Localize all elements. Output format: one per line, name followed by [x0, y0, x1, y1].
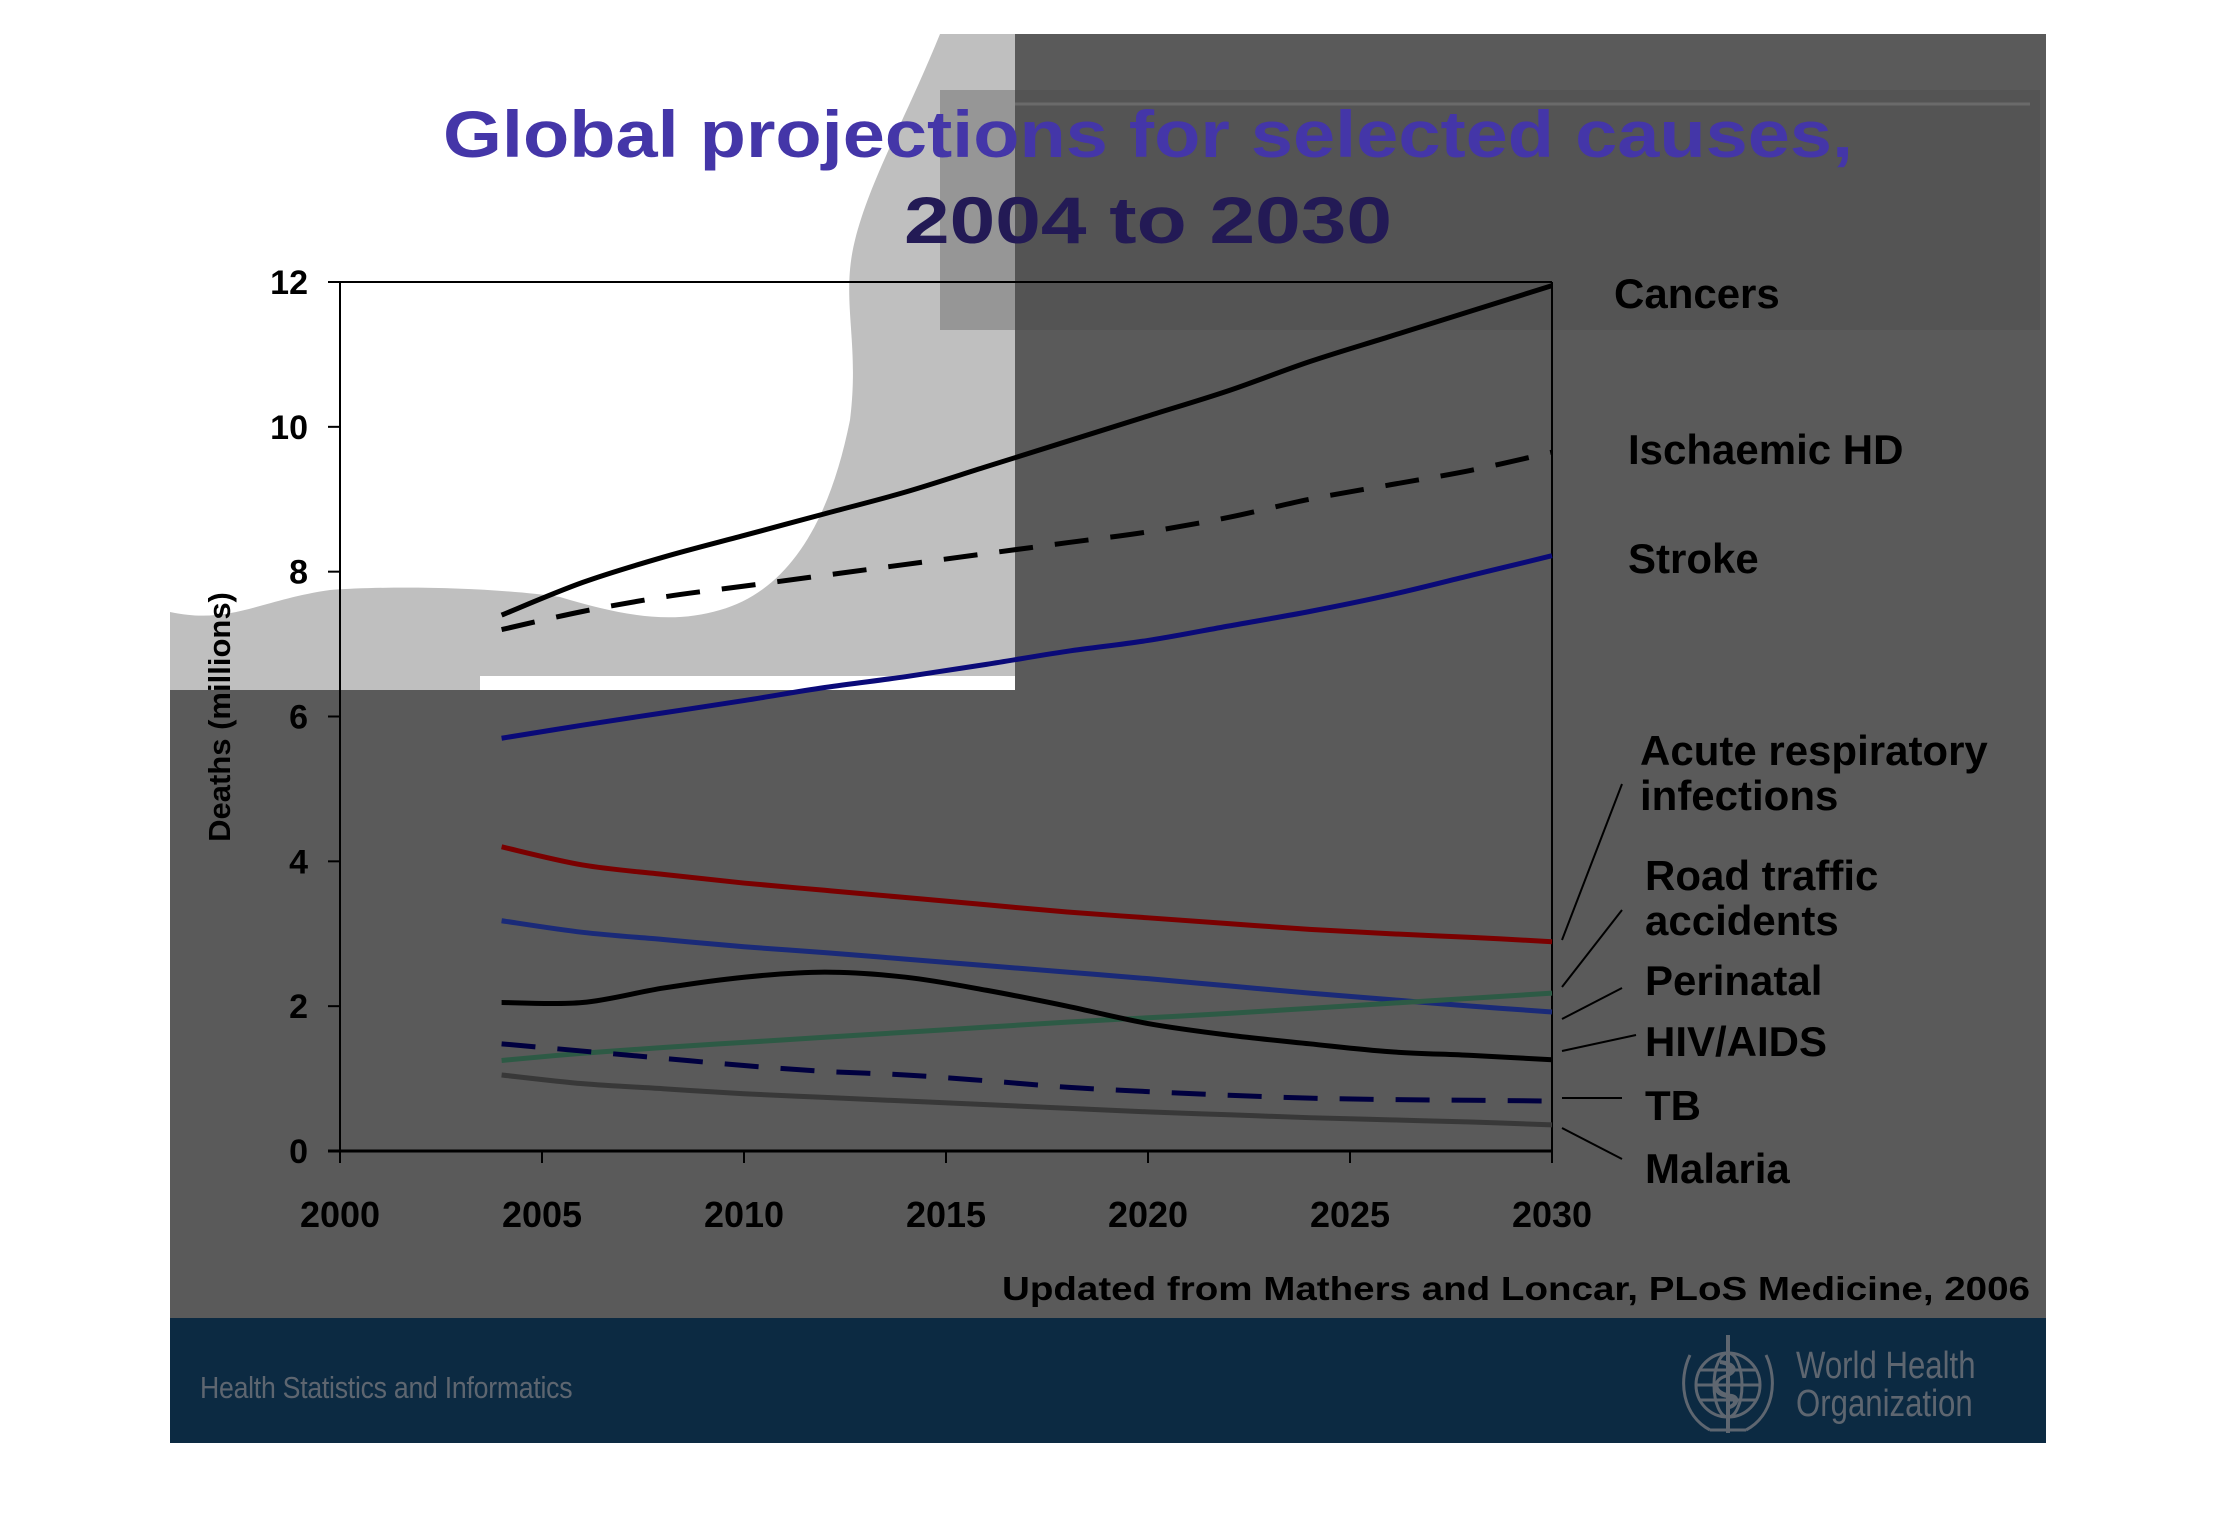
x-tick-label: 2000	[300, 1194, 380, 1235]
who-logo-line1: World Health	[1796, 1345, 1976, 1387]
series-label-cancers: Cancers	[1614, 270, 1780, 317]
series-line-acute-respiratory-infections	[501, 844, 1553, 945]
series-label-tb: TB	[1645, 1082, 1701, 1129]
slide-background	[170, 34, 2046, 1320]
series-line-road-traffic-accidents	[501, 918, 1553, 1015]
series-line-hiv-aids	[501, 969, 1553, 1063]
slide-title-line1: Global projections for selected causes,	[443, 97, 1853, 171]
series-line-ischaemic-hd	[501, 449, 1553, 633]
y-tick-label: 12	[270, 264, 308, 302]
footer-department: Health Statistics and Informatics	[200, 1370, 573, 1405]
who-emblem-icon	[1682, 1335, 1774, 1433]
chart-series	[500, 283, 1553, 1128]
slide-title-line2: 2004 to 2030	[904, 183, 1392, 257]
series-line-malaria	[501, 1072, 1553, 1128]
y-axis-label: Deaths (millions)	[202, 592, 237, 842]
y-tick-label: 4	[289, 843, 308, 881]
background-light-wave	[170, 34, 1015, 690]
background-dark-upper	[1015, 34, 2046, 1320]
footer-band	[170, 1318, 2046, 1443]
x-tick-label: 2015	[906, 1194, 986, 1235]
x-tick-label: 2030	[1512, 1194, 1592, 1235]
leader-line-malaria	[1561, 1127, 1623, 1160]
series-line-tb	[501, 1041, 1553, 1104]
leader-line-road-traffic-accidents	[1561, 909, 1623, 988]
leader-line-acute-respiratory-infections	[1561, 783, 1623, 941]
background-globe-shade	[940, 90, 2040, 330]
series-line-stroke	[501, 553, 1553, 741]
y-tick-label: 0	[289, 1133, 308, 1171]
series-label-perinatal: Perinatal	[1645, 957, 1822, 1004]
series-line-perinatal	[501, 990, 1553, 1063]
source-note: Updated from Mathers and Loncar, PLoS Me…	[1002, 1270, 2030, 1307]
series-label-acute-respiratory-infections: Acute respiratory	[1640, 727, 1988, 774]
y-tick-label: 8	[289, 554, 308, 592]
series-label-ischaemic-hd: Ischaemic HD	[1628, 426, 1903, 473]
x-tick-label: 2005	[502, 1194, 582, 1235]
chart-axes: 0 2 4 6 8 10 12 2000 2005 2010 2015 2020 2025 2030	[270, 264, 1592, 1235]
who-logo-line2: Organization	[1796, 1383, 1973, 1425]
x-tick-label: 2010	[704, 1194, 784, 1235]
x-tick-label: 2025	[1310, 1194, 1390, 1235]
series-label-malaria: Malaria	[1645, 1145, 1790, 1192]
y-tick-label: 2	[289, 988, 308, 1026]
y-tick-label: 10	[270, 409, 308, 447]
series-label-road-traffic-accidents: accidents	[1645, 897, 1839, 944]
series-labels: Cancers Ischaemic HD Stroke Acute respirato…	[1561, 270, 1988, 1192]
x-tick-label: 2020	[1108, 1194, 1188, 1235]
series-label-stroke: Stroke	[1628, 535, 1759, 582]
series-label-hiv-aids: HIV/AIDS	[1645, 1018, 1827, 1065]
series-line-cancers	[500, 283, 1553, 618]
line-chart: 0 2 4 6 8 10 12 2000 2005 2010 2015 2020 2025 2030 Ca…	[202, 264, 1988, 1235]
background-notch	[948, 334, 962, 386]
series-label-acute-respiratory-infections: infections	[1640, 772, 1838, 819]
series-label-road-traffic-accidents: Road traffic	[1645, 852, 1878, 899]
y-tick-label: 6	[289, 699, 308, 737]
leader-line-perinatal	[1561, 987, 1623, 1020]
leader-line-hiv-aids	[1561, 1034, 1637, 1052]
background-light-strip	[940, 34, 1015, 334]
who-logo-text: World Health Organization	[1796, 1347, 1976, 1423]
